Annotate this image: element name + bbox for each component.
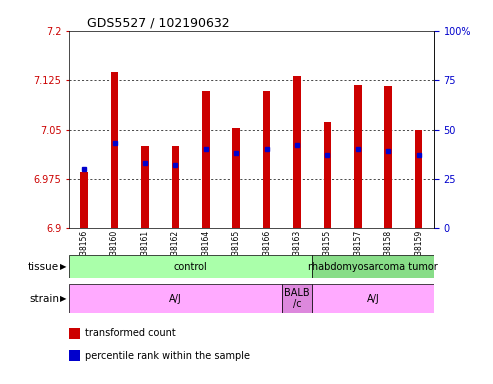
Text: GDS5527 / 102190632: GDS5527 / 102190632: [87, 17, 230, 30]
Bar: [141, 146, 149, 228]
Bar: [312, 284, 434, 313]
Bar: [293, 76, 301, 228]
Bar: [385, 86, 392, 228]
Bar: [69, 284, 282, 313]
Text: ▶: ▶: [60, 294, 67, 303]
Text: A/J: A/J: [169, 293, 182, 304]
Bar: [202, 91, 210, 228]
Bar: [354, 85, 362, 228]
Text: percentile rank within the sample: percentile rank within the sample: [85, 351, 250, 361]
Bar: [69, 255, 312, 278]
Text: BALB
/c: BALB /c: [284, 288, 310, 310]
Text: rhabdomyosarcoma tumor: rhabdomyosarcoma tumor: [308, 262, 438, 272]
Bar: [111, 71, 118, 228]
Bar: [282, 284, 312, 313]
Text: strain: strain: [29, 293, 59, 304]
Text: tissue: tissue: [28, 262, 59, 272]
Bar: [312, 255, 434, 278]
Bar: [80, 172, 88, 228]
Bar: [415, 129, 423, 228]
Text: control: control: [174, 262, 208, 272]
Bar: [232, 128, 240, 228]
Text: ▶: ▶: [60, 262, 67, 271]
Text: A/J: A/J: [367, 293, 380, 304]
Bar: [263, 91, 271, 228]
Text: transformed count: transformed count: [85, 328, 176, 338]
Bar: [323, 122, 331, 228]
Bar: [172, 146, 179, 228]
